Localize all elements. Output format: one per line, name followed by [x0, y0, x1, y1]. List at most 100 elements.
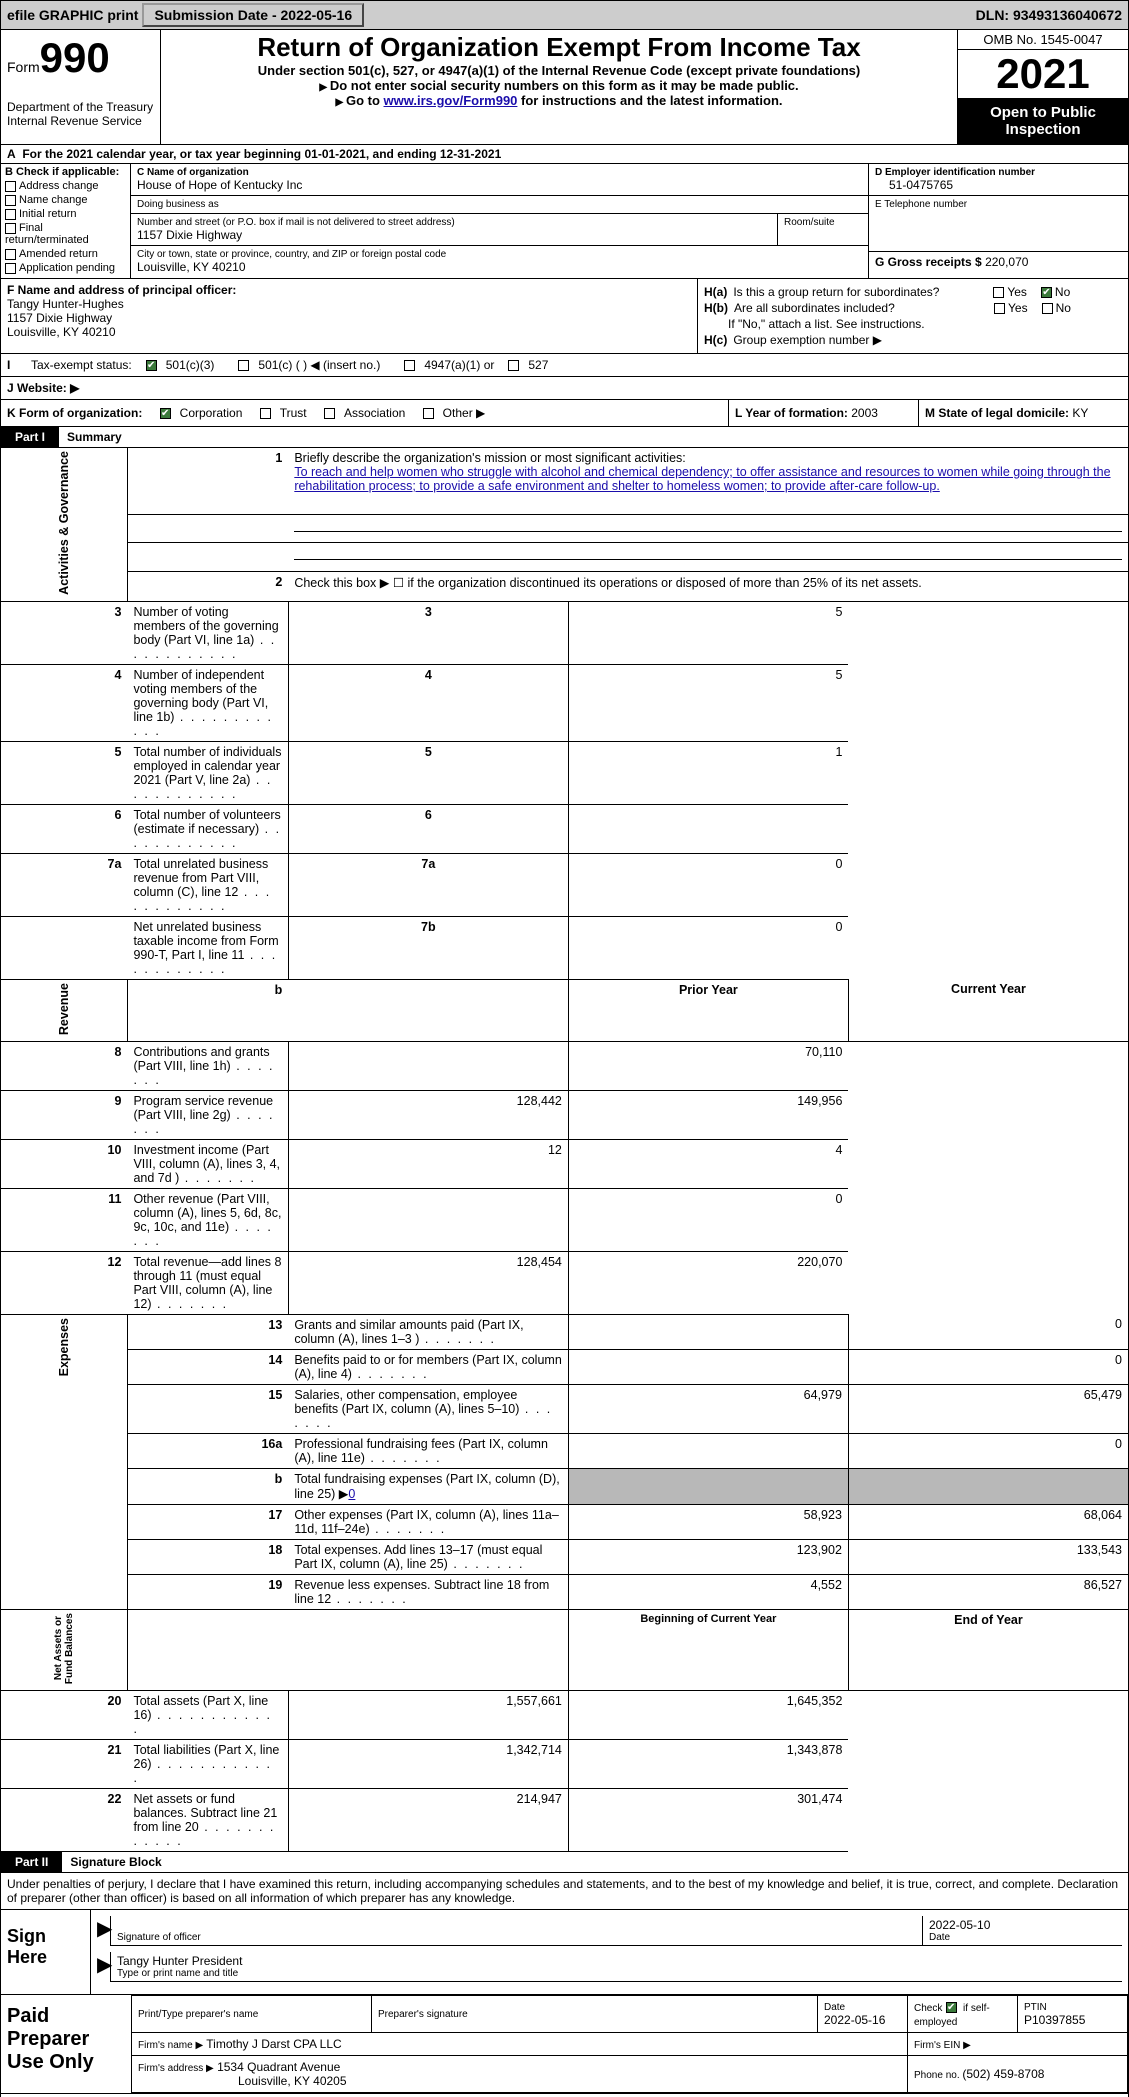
check-b-item-checkbox[interactable]	[5, 181, 16, 192]
firm-addr2: Louisville, KY 40205	[238, 2074, 347, 2088]
status-501c-checkbox[interactable]	[238, 360, 249, 371]
k-other-checkbox[interactable]	[423, 408, 434, 419]
prep-sig-label: Preparer's signature	[378, 2009, 811, 2020]
check-b-item-label: Name change	[19, 194, 88, 206]
revenue-py: 128,442	[288, 1090, 568, 1139]
sign-here-label: Sign Here	[1, 1910, 91, 1994]
status-501c3-checkbox[interactable]	[146, 360, 157, 371]
revenue-cy: 70,110	[568, 1041, 848, 1090]
col-c: C Name of organization House of Hope of …	[131, 164, 868, 278]
irs-link[interactable]: www.irs.gov/Form990	[384, 93, 518, 108]
ha-label: H(a)	[704, 285, 727, 299]
hb-no-checkbox[interactable]	[1042, 303, 1053, 314]
paid-preparer-section: Paid Preparer Use Only Print/Type prepar…	[0, 1995, 1129, 2094]
netassets-label: Net Assets orFund Balances	[1, 1609, 128, 1690]
eoy-header: End of Year	[848, 1609, 1128, 1690]
expense-line-text: Benefits paid to or for members (Part IX…	[288, 1349, 568, 1384]
firm-name-label: Firm's name ▶	[138, 2040, 203, 2051]
expense-line-text: Salaries, other compensation, employee b…	[288, 1384, 568, 1433]
check-b-item-checkbox[interactable]	[5, 263, 16, 274]
k-assoc-checkbox[interactable]	[324, 408, 335, 419]
revenue-cy: 220,070	[568, 1251, 848, 1314]
revenue-line-text: Investment income (Part VIII, column (A)…	[127, 1139, 288, 1188]
revenue-line-text: Program service revenue (Part VIII, line…	[127, 1090, 288, 1139]
subtitle-3: Go to www.irs.gov/Form990 for instructio…	[167, 93, 951, 108]
subtitle-2: Do not enter social security numbers on …	[167, 78, 951, 93]
ptin-value: P10397855	[1024, 2013, 1121, 2027]
expense-line-text: Other expenses (Part IX, column (A), lin…	[288, 1504, 568, 1539]
omb-number: OMB No. 1545-0047	[958, 30, 1128, 50]
gross-value: 220,070	[985, 255, 1028, 269]
revenue-line-text: Contributions and grants (Part VIII, lin…	[127, 1041, 288, 1090]
summary-line-text: Number of independent voting members of …	[127, 664, 288, 741]
expense-py: 4,552	[568, 1574, 848, 1609]
officer-addr2: Louisville, KY 40210	[7, 325, 691, 339]
part-1-header: Part I Summary	[0, 427, 1129, 448]
prep-date-label: Date	[824, 2002, 901, 2013]
ein-label: D Employer identification number	[875, 167, 1122, 178]
check-b-item-label: Amended return	[19, 248, 98, 260]
hb-yes-checkbox[interactable]	[994, 303, 1005, 314]
state-domicile: KY	[1072, 406, 1088, 420]
netasset-py: 1,557,661	[288, 1691, 568, 1740]
dba-label: Doing business as	[137, 199, 862, 210]
expense-line-text: Professional fundraising fees (Part IX, …	[288, 1433, 568, 1468]
efile-label: efile GRAPHIC print	[7, 7, 138, 23]
check-b-item-label: Initial return	[19, 208, 76, 220]
sig-date-label: Date	[929, 1932, 1116, 1943]
ha-no-checkbox[interactable]	[1041, 287, 1052, 298]
form-990: Form990	[7, 34, 154, 82]
sign-here-section: Sign Here ▶ Signature of officer 2022-05…	[0, 1910, 1129, 1995]
summary-line-text: Total number of volunteers (estimate if …	[127, 804, 288, 853]
netasset-line-text: Net assets or fund balances. Subtract li…	[127, 1789, 288, 1852]
revenue-py	[288, 1041, 568, 1090]
open-to-public: Open to Public Inspection	[958, 98, 1128, 144]
status-4947-checkbox[interactable]	[404, 360, 415, 371]
status-527-checkbox[interactable]	[508, 360, 519, 371]
summary-line-text: Number of voting members of the governin…	[127, 601, 288, 664]
firm-name: Timothy J Darst CPA LLC	[206, 2037, 341, 2051]
col-b: B Check if applicable: Address changeNam…	[1, 164, 131, 278]
col-d: D Employer identification number 51-0475…	[868, 164, 1128, 278]
sig-arrow-icon: ▶	[97, 1916, 111, 1946]
boy-header: Beginning of Current Year	[568, 1609, 848, 1690]
k-corp-checkbox[interactable]	[160, 408, 171, 419]
check-b-item-checkbox[interactable]	[5, 195, 16, 206]
check-b-title: B Check if applicable:	[5, 166, 126, 178]
row-i: I Tax-exempt status: 501(c)(3) 501(c) ( …	[0, 354, 1129, 377]
check-b-item-checkbox[interactable]	[5, 249, 16, 260]
k-trust-checkbox[interactable]	[260, 408, 271, 419]
summary-line-text: Net unrelated business taxable income fr…	[127, 916, 288, 979]
row-k: K Form of organization: Corporation Trus…	[0, 400, 1129, 427]
form-header: Form990 Department of the Treasury Inter…	[0, 30, 1129, 144]
expense-cy: 68,064	[848, 1504, 1128, 1539]
prior-year-header: Prior Year	[568, 979, 848, 1041]
expense-line-text: Total fundraising expenses (Part IX, col…	[288, 1468, 568, 1504]
summary-line-text: Total number of individuals employed in …	[127, 741, 288, 804]
check-b-item-checkbox[interactable]	[5, 209, 16, 220]
check-b-item-checkbox[interactable]	[5, 223, 16, 234]
hc-label: H(c)	[704, 333, 727, 347]
form-title: Return of Organization Exempt From Incom…	[167, 32, 951, 63]
tax-year: 2021	[958, 50, 1128, 98]
netasset-cy: 1,343,878	[568, 1740, 848, 1789]
officer-name: Tangy Hunter-Hughes	[7, 297, 691, 311]
ha-yes-checkbox[interactable]	[993, 287, 1004, 298]
top-bar: efile GRAPHIC print Submission Date - 20…	[0, 0, 1129, 30]
revenue-label: Revenue	[1, 979, 128, 1041]
check-b-item-label: Application pending	[19, 262, 115, 274]
submission-date-btn[interactable]: Submission Date - 2022-05-16	[142, 3, 364, 27]
self-employed-checkbox[interactable]	[946, 2002, 957, 2013]
part-2-label: Part II	[1, 1852, 62, 1872]
expense-py: 123,902	[568, 1539, 848, 1574]
firm-addr1: 1534 Quadrant Avenue	[217, 2060, 340, 2074]
hb-text: Are all subordinates included?	[734, 301, 994, 315]
expense-cy: 0	[848, 1314, 1128, 1349]
expense-cy: 0	[848, 1433, 1128, 1468]
org-name-label: C Name of organization	[137, 167, 862, 178]
officer-addr1: 1157 Dixie Highway	[7, 311, 691, 325]
netasset-py: 214,947	[288, 1789, 568, 1852]
expense-line-text: Grants and similar amounts paid (Part IX…	[288, 1314, 568, 1349]
part-1-label: Part I	[1, 427, 59, 447]
expense-py: 64,979	[568, 1384, 848, 1433]
